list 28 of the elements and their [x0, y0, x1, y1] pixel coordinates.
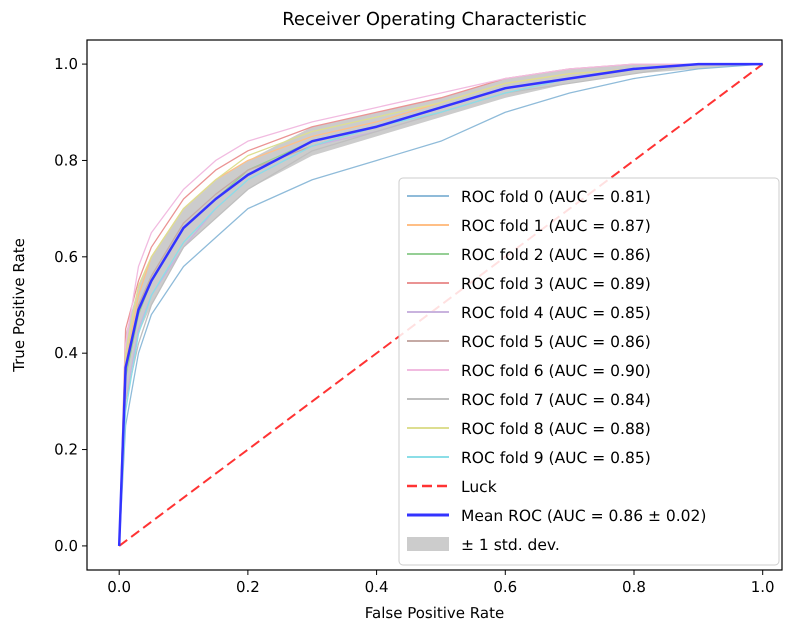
y-axis-title: True Positive Rate — [10, 238, 28, 373]
legend-label: ROC fold 1 (AUC = 0.87) — [461, 217, 651, 235]
legend-label: ROC fold 0 (AUC = 0.81) — [461, 188, 651, 206]
y-tick-label: 1.0 — [54, 55, 78, 74]
y-tick-label: 0.0 — [54, 536, 78, 555]
legend-label: ROC fold 7 (AUC = 0.84) — [461, 391, 651, 409]
y-tick-label: 0.2 — [54, 440, 78, 459]
x-axis-title: False Positive Rate — [364, 604, 504, 622]
legend-label: ROC fold 9 (AUC = 0.85) — [461, 449, 651, 467]
legend-label: ROC fold 8 (AUC = 0.88) — [461, 420, 651, 438]
x-tick-label: 0.2 — [236, 578, 260, 596]
legend-label: Luck — [461, 478, 497, 496]
x-tick-label: 0.0 — [107, 578, 132, 596]
legend-label: ROC fold 3 (AUC = 0.89) — [461, 275, 651, 293]
y-tick-label: 0.6 — [54, 248, 78, 266]
legend-label: Mean ROC (AUC = 0.86 ± 0.02) — [461, 507, 706, 525]
x-tick-label: 1.0 — [750, 578, 775, 596]
chart-title: Receiver Operating Characteristic — [282, 9, 587, 30]
legend-label: ROC fold 2 (AUC = 0.86) — [461, 246, 651, 264]
y-tick-label: 0.8 — [54, 151, 78, 170]
legend-label: ROC fold 6 (AUC = 0.90) — [461, 362, 651, 380]
legend-label: ROC fold 4 (AUC = 0.85) — [461, 304, 651, 322]
legend-label: ROC fold 5 (AUC = 0.86) — [461, 333, 651, 351]
x-tick-label: 0.6 — [493, 578, 518, 596]
annotation: ± 1 std. dev. — [461, 536, 560, 554]
x-tick-label: 0.4 — [364, 578, 389, 596]
y-tick-label: 0.4 — [54, 344, 78, 362]
x-tick-label: 0.8 — [622, 578, 646, 596]
